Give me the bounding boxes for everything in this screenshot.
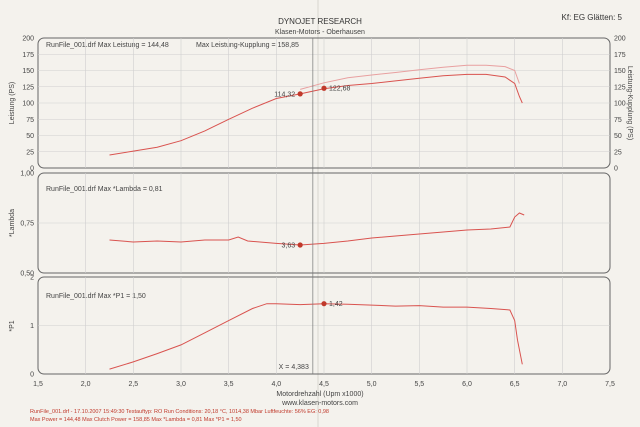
power-y-tick-label: 75 (26, 117, 34, 124)
power-series-line (109, 73, 523, 156)
lambda-ylabel: *Lambda (9, 209, 16, 237)
x-tick-label: 6,0 (462, 381, 472, 388)
footer-line-1: RunFile_001.drf - 17.10.2007 15:49:30 Te… (30, 409, 329, 415)
lambda-series-line (109, 212, 525, 246)
lambda-marker-label: 3,63 (282, 243, 296, 250)
power-marker-label: 114,32 (274, 91, 295, 98)
x-tick-label: 2,0 (81, 381, 91, 388)
p1-y-tick-label: 2 (30, 275, 34, 282)
x-tick-label: 5,0 (367, 381, 377, 388)
power-y-tick-label-right: 25 (614, 149, 622, 156)
power-y-tick-label: 200 (22, 36, 34, 43)
x-tick-label: 4,5 (319, 381, 329, 388)
x-tick-label: 1,5 (33, 381, 43, 388)
header-title: DYNOJET RESEARCH (278, 17, 362, 26)
power-marker-point (321, 85, 327, 91)
lambda-marker-point (297, 242, 303, 248)
power-y-tick-label: 0 (30, 166, 34, 173)
x-tick-label: 3,5 (224, 381, 234, 388)
p1-marker-point (321, 301, 327, 307)
power-y-tick-label-right: 200 (614, 36, 626, 43)
power-y-tick-label-right: 100 (614, 101, 626, 108)
footer-url: www.klasen-motors.com (281, 400, 358, 407)
x-tick-label: 7,0 (557, 381, 567, 388)
power-panel-title: RunFile_001.drf Max Leistung = 144,48 (46, 42, 169, 49)
power-marker-point (297, 91, 303, 97)
lambda-y-tick-label: 0,75 (20, 221, 34, 228)
p1-y-tick-label: 1 (30, 323, 34, 330)
p1-y-tick-label: 0 (30, 372, 34, 379)
p1-series-line (109, 303, 523, 370)
power-panel-title-2: Max Leistung-Kupplung = 158,85 (196, 42, 299, 49)
power-y-tick-label-right: 0 (614, 166, 618, 173)
x-tick-label: 5,5 (414, 381, 424, 388)
power-ylabel-right: Leistung-Kupplung (PS) (626, 66, 633, 140)
power-series-line (300, 64, 520, 90)
power-y-tick-label: 100 (22, 101, 34, 108)
header-subtitle: Klasen-Motors - Oberhausen (275, 29, 365, 36)
power-y-tick-label-right: 125 (614, 84, 626, 91)
x-tick-label: 7,5 (605, 381, 615, 388)
x-tick-label: 2,5 (128, 381, 138, 388)
power-ylabel: Leistung (PS) (9, 82, 16, 124)
x-tick-label: 3,0 (176, 381, 186, 388)
lambda-y-tick-label: 1,00 (20, 171, 34, 178)
p1-ylabel: *P1 (9, 320, 16, 331)
x-tick-label: 4,0 (271, 381, 281, 388)
power-y-tick-label-right: 175 (614, 52, 626, 59)
x-tick-label: 6,5 (510, 381, 520, 388)
p1-marker-label: 1,42 (329, 301, 343, 308)
footer-line-2: Max Power = 144,48 Max Clutch Power = 15… (30, 417, 242, 423)
power-y-tick-label-right: 75 (614, 117, 622, 124)
power-y-tick-label: 25 (26, 149, 34, 156)
power-y-tick-label-right: 150 (614, 68, 626, 75)
power-y-tick-label: 125 (22, 84, 34, 91)
header-settings: Kf: EG Glätten: 5 (562, 13, 623, 22)
cursor-annotation-label: X = 4,383 (279, 364, 309, 371)
power-y-tick-label-right: 50 (614, 133, 622, 140)
power-y-tick-label: 50 (26, 133, 34, 140)
power-y-tick-label: 150 (22, 68, 34, 75)
x-axis-title: Motordrehzahl (Upm x1000) (276, 391, 363, 398)
p1-panel-title: RunFile_001.drf Max *P1 = 1,50 (46, 293, 146, 300)
lambda-y-tick-label: 0,50 (20, 271, 34, 278)
power-marker-label: 122,68 (329, 86, 351, 93)
power-y-tick-label: 175 (22, 52, 34, 59)
lambda-panel-title: RunFile_001.drf Max *Lambda = 0,81 (46, 186, 163, 193)
